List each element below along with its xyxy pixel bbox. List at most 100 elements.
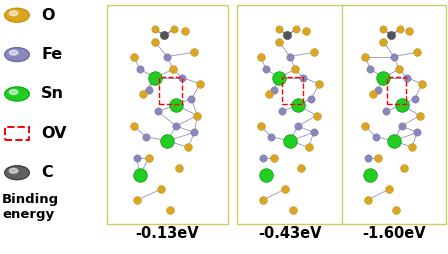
- Point: [151, 76, 159, 80]
- Point: [182, 29, 189, 33]
- Point: [419, 82, 426, 86]
- Point: [139, 92, 146, 97]
- Text: Sn: Sn: [41, 86, 64, 102]
- Text: -0.13eV: -0.13eV: [135, 226, 199, 241]
- Point: [372, 135, 379, 139]
- Point: [142, 135, 150, 139]
- Point: [409, 145, 416, 149]
- Point: [146, 156, 153, 160]
- Circle shape: [5, 8, 29, 22]
- Circle shape: [9, 90, 18, 94]
- Bar: [5, 127, 29, 139]
- Text: -0.43eV: -0.43eV: [258, 226, 322, 241]
- Text: OV: OV: [41, 126, 67, 141]
- Bar: [282, 76, 303, 104]
- Point: [297, 166, 304, 170]
- Point: [313, 114, 320, 118]
- Point: [194, 114, 201, 118]
- Point: [185, 145, 192, 149]
- Point: [294, 103, 302, 107]
- Circle shape: [5, 48, 29, 61]
- Point: [171, 27, 178, 31]
- Point: [310, 130, 318, 134]
- Text: Binding
energy: Binding energy: [2, 193, 60, 220]
- Circle shape: [5, 166, 29, 180]
- Point: [364, 198, 371, 202]
- Point: [310, 50, 318, 54]
- Point: [188, 97, 195, 101]
- Point: [383, 109, 390, 113]
- Point: [380, 76, 387, 80]
- Point: [294, 124, 302, 128]
- Point: [375, 88, 382, 92]
- Point: [308, 97, 315, 101]
- Point: [276, 40, 283, 44]
- Point: [300, 76, 307, 80]
- Point: [262, 172, 269, 177]
- Point: [362, 55, 369, 59]
- Point: [302, 29, 310, 33]
- Point: [158, 187, 165, 192]
- Text: -1.60eV: -1.60eV: [362, 226, 426, 241]
- Bar: [159, 76, 181, 104]
- Point: [289, 208, 296, 212]
- Circle shape: [9, 168, 18, 173]
- Point: [380, 27, 387, 31]
- Point: [286, 55, 293, 59]
- Point: [262, 67, 269, 71]
- Point: [281, 187, 288, 192]
- Point: [390, 139, 397, 143]
- Point: [414, 130, 421, 134]
- Point: [134, 198, 141, 202]
- Point: [260, 156, 267, 160]
- Point: [260, 198, 267, 202]
- Text: O: O: [41, 8, 55, 23]
- Point: [257, 124, 264, 128]
- Point: [406, 29, 413, 33]
- Circle shape: [9, 50, 18, 55]
- Bar: [387, 76, 406, 104]
- Point: [155, 109, 162, 113]
- Point: [136, 172, 143, 177]
- Point: [390, 55, 397, 59]
- Point: [278, 109, 285, 113]
- Point: [191, 50, 198, 54]
- Point: [151, 27, 159, 31]
- Point: [315, 82, 323, 86]
- Point: [276, 27, 283, 31]
- Point: [191, 130, 198, 134]
- Point: [292, 67, 299, 71]
- Text: Fe: Fe: [41, 47, 62, 62]
- Point: [380, 40, 387, 44]
- Point: [276, 76, 283, 80]
- Point: [305, 145, 312, 149]
- Point: [197, 82, 204, 86]
- Point: [414, 50, 421, 54]
- Point: [164, 55, 171, 59]
- Point: [388, 34, 395, 38]
- Point: [267, 135, 275, 139]
- Point: [367, 67, 374, 71]
- Point: [396, 27, 404, 31]
- Point: [169, 67, 177, 71]
- Point: [367, 172, 374, 177]
- Point: [284, 34, 291, 38]
- Circle shape: [9, 11, 18, 16]
- Point: [370, 92, 377, 97]
- Point: [257, 55, 264, 59]
- Point: [172, 103, 180, 107]
- Point: [396, 67, 403, 71]
- Point: [136, 67, 143, 71]
- Point: [411, 97, 418, 101]
- Point: [293, 27, 300, 31]
- Point: [398, 103, 405, 107]
- Circle shape: [5, 87, 29, 101]
- Point: [151, 40, 159, 44]
- Point: [393, 208, 400, 212]
- Point: [398, 124, 405, 128]
- Bar: [237, 5, 343, 224]
- Point: [416, 114, 423, 118]
- Point: [167, 208, 174, 212]
- Point: [270, 156, 277, 160]
- Point: [375, 156, 382, 160]
